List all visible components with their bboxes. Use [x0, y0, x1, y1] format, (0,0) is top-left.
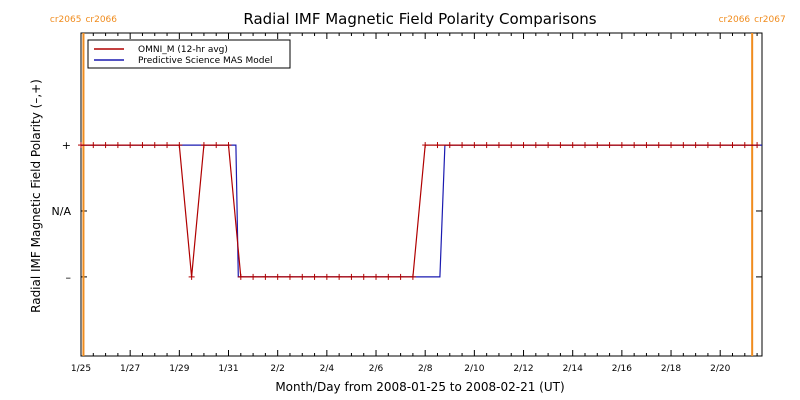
legend-label: Predictive Science MAS Model — [138, 56, 273, 66]
x-tick-label: 2/18 — [661, 364, 681, 374]
series-line-0 — [81, 144, 758, 278]
x-tick-label: 2/8 — [418, 364, 433, 374]
x-tick-label: 1/29 — [169, 364, 189, 374]
x-tick-label: 1/31 — [218, 364, 238, 374]
carrington-label: cr2066 — [85, 15, 117, 25]
y-tick-label: – — [66, 271, 72, 284]
y-tick-label: N/A — [52, 205, 72, 218]
x-tick-label: 2/2 — [270, 364, 284, 374]
y-tick-label: + — [62, 139, 71, 152]
plot-area: 1/25 1/27 1/29 1/31 2/2 2/4 2/6 2/8 2/10 2/12 2/14… — [50, 15, 786, 374]
chart-title: Radial IMF Magnetic Field Polarity Compa… — [243, 10, 596, 28]
legend-label: OMNI_M (12-hr avg) — [138, 45, 228, 55]
carrington-label: cr2067 — [754, 15, 786, 25]
x-tick-label: 2/12 — [513, 364, 533, 374]
x-tick-label: 1/27 — [120, 364, 140, 374]
x-tick-label: 2/4 — [320, 364, 335, 374]
y-axis-label: Radial IMF Magnetic Field Polarity (–,+) — [29, 79, 43, 313]
x-tick-label: 2/6 — [369, 364, 384, 374]
x-tick-label: 2/16 — [612, 364, 632, 374]
series-line-1 — [81, 144, 762, 278]
carrington-label: cr2065 — [50, 15, 82, 25]
x-tick-label: 2/10 — [464, 364, 484, 374]
x-tick-label: 2/14 — [563, 364, 583, 374]
x-tick-label: 1/25 — [71, 364, 91, 374]
x-tick-label: 2/20 — [710, 364, 730, 374]
carrington-label: cr2066 — [719, 15, 751, 25]
x-axis-label: Month/Day from 2008-01-25 to 2008-02-21 … — [275, 380, 564, 394]
legend-box — [87, 39, 291, 69]
plot-frame — [80, 32, 763, 357]
